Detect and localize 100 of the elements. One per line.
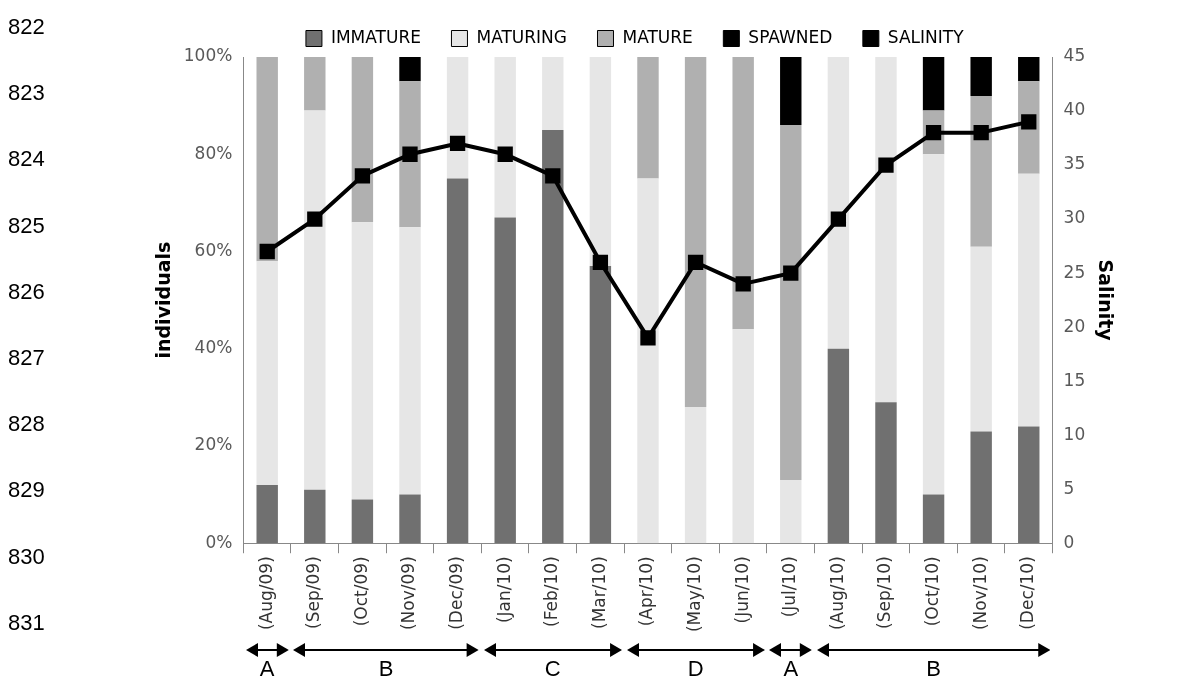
bar	[827, 348, 850, 544]
x-tick-label: (Aug/10)	[826, 556, 847, 631]
bar	[732, 57, 754, 330]
point	[830, 211, 847, 227]
point	[687, 254, 704, 270]
bar	[922, 154, 945, 495]
legend-label: SPAWNED	[748, 26, 833, 47]
text: 823	[8, 80, 45, 107]
x-tick-label: (Oct/10)	[921, 556, 942, 627]
x-tick-label: (Jun/10)	[731, 556, 752, 624]
y2-tick-label: 40	[1063, 99, 1086, 120]
bar	[732, 329, 754, 544]
text: D	[686, 656, 705, 682]
bar	[875, 57, 897, 403]
x-tick-label: (Jan/10)	[493, 556, 514, 624]
bar	[304, 489, 326, 544]
bar	[399, 494, 421, 544]
y-tick-label: 60%	[194, 239, 233, 260]
bar	[542, 57, 564, 130]
x-tick-label: (Nov/09)	[398, 556, 419, 631]
y2-tick-label: 30	[1063, 207, 1086, 228]
point	[783, 265, 799, 281]
x-tick-label: (Apr/10)	[636, 556, 657, 627]
bar	[970, 431, 992, 544]
bar	[1018, 57, 1040, 82]
bar	[970, 57, 992, 96]
bar	[351, 222, 374, 500]
x-tick-label: (Aug/09)	[255, 556, 276, 631]
text: A	[258, 656, 276, 682]
point	[878, 157, 894, 173]
point	[497, 146, 513, 162]
y2-tick-label: 35	[1063, 153, 1086, 174]
text: 830	[8, 543, 45, 570]
bar	[780, 57, 802, 126]
bar	[494, 57, 516, 218]
bar	[589, 266, 612, 544]
text: 831	[8, 609, 45, 636]
point	[259, 243, 275, 260]
bar	[351, 57, 374, 223]
text: B	[925, 656, 942, 682]
point	[545, 168, 561, 184]
bar	[780, 125, 802, 481]
point	[973, 124, 989, 141]
bar	[1018, 426, 1040, 544]
bar	[589, 57, 612, 267]
x-tick-label: (Sep/09)	[303, 556, 324, 629]
bar	[399, 81, 421, 228]
y2-tick-label: 25	[1063, 261, 1086, 282]
bar	[970, 95, 992, 247]
bar	[351, 499, 374, 544]
y2-tick-label: 5	[1063, 477, 1075, 498]
y2-tick-label: 45	[1063, 45, 1086, 66]
y-tick-label: 0%	[205, 531, 233, 552]
bar	[637, 178, 659, 544]
text: 827	[8, 345, 45, 371]
bar	[684, 57, 707, 408]
bar	[399, 227, 421, 495]
point	[592, 254, 609, 270]
bar	[637, 57, 659, 179]
text: 825	[8, 212, 45, 239]
text: 826	[8, 278, 45, 305]
x-tick-label: (Dec/09)	[446, 556, 467, 630]
bar	[970, 246, 992, 432]
text: 824	[8, 146, 45, 173]
point	[735, 276, 751, 292]
y-axis-title: individuals	[152, 241, 175, 359]
text: 822	[8, 14, 45, 40]
y-tick-label: 40%	[194, 337, 233, 358]
legend-label: MATURE	[622, 26, 693, 47]
text: 829	[8, 477, 45, 504]
bar	[256, 261, 278, 485]
bar	[542, 129, 564, 544]
y2-tick-label: 10	[1063, 423, 1086, 444]
x-tick-label: (Mar/10)	[588, 556, 609, 629]
text: B	[377, 656, 395, 682]
point	[402, 146, 418, 162]
y-tick-label: 80%	[194, 142, 233, 163]
x-tick-label: (Oct/09)	[350, 556, 371, 627]
bar	[827, 57, 850, 349]
legend-label: MATURING	[476, 26, 567, 47]
bar	[922, 494, 945, 544]
text: C	[543, 656, 562, 682]
y2-tick-label: 20	[1063, 315, 1086, 336]
bar	[446, 178, 469, 544]
bar	[1018, 173, 1040, 427]
text: A	[782, 656, 800, 682]
bar	[304, 57, 326, 111]
bar	[399, 57, 421, 82]
x-tick-label: (Feb/10)	[541, 556, 562, 627]
point	[640, 330, 656, 346]
x-tick-label: (Sep/10)	[874, 556, 895, 629]
point	[354, 168, 371, 184]
bar	[256, 57, 278, 262]
x-tick-label: (Jul/10)	[779, 556, 800, 618]
x-tick-label: (May/10)	[684, 556, 704, 633]
bar	[256, 484, 278, 544]
bar	[494, 217, 516, 544]
y-tick-label: 20%	[194, 434, 233, 455]
y2-tick-label: 0	[1063, 531, 1075, 552]
x-tick-label: (Dec/10)	[1017, 556, 1038, 630]
